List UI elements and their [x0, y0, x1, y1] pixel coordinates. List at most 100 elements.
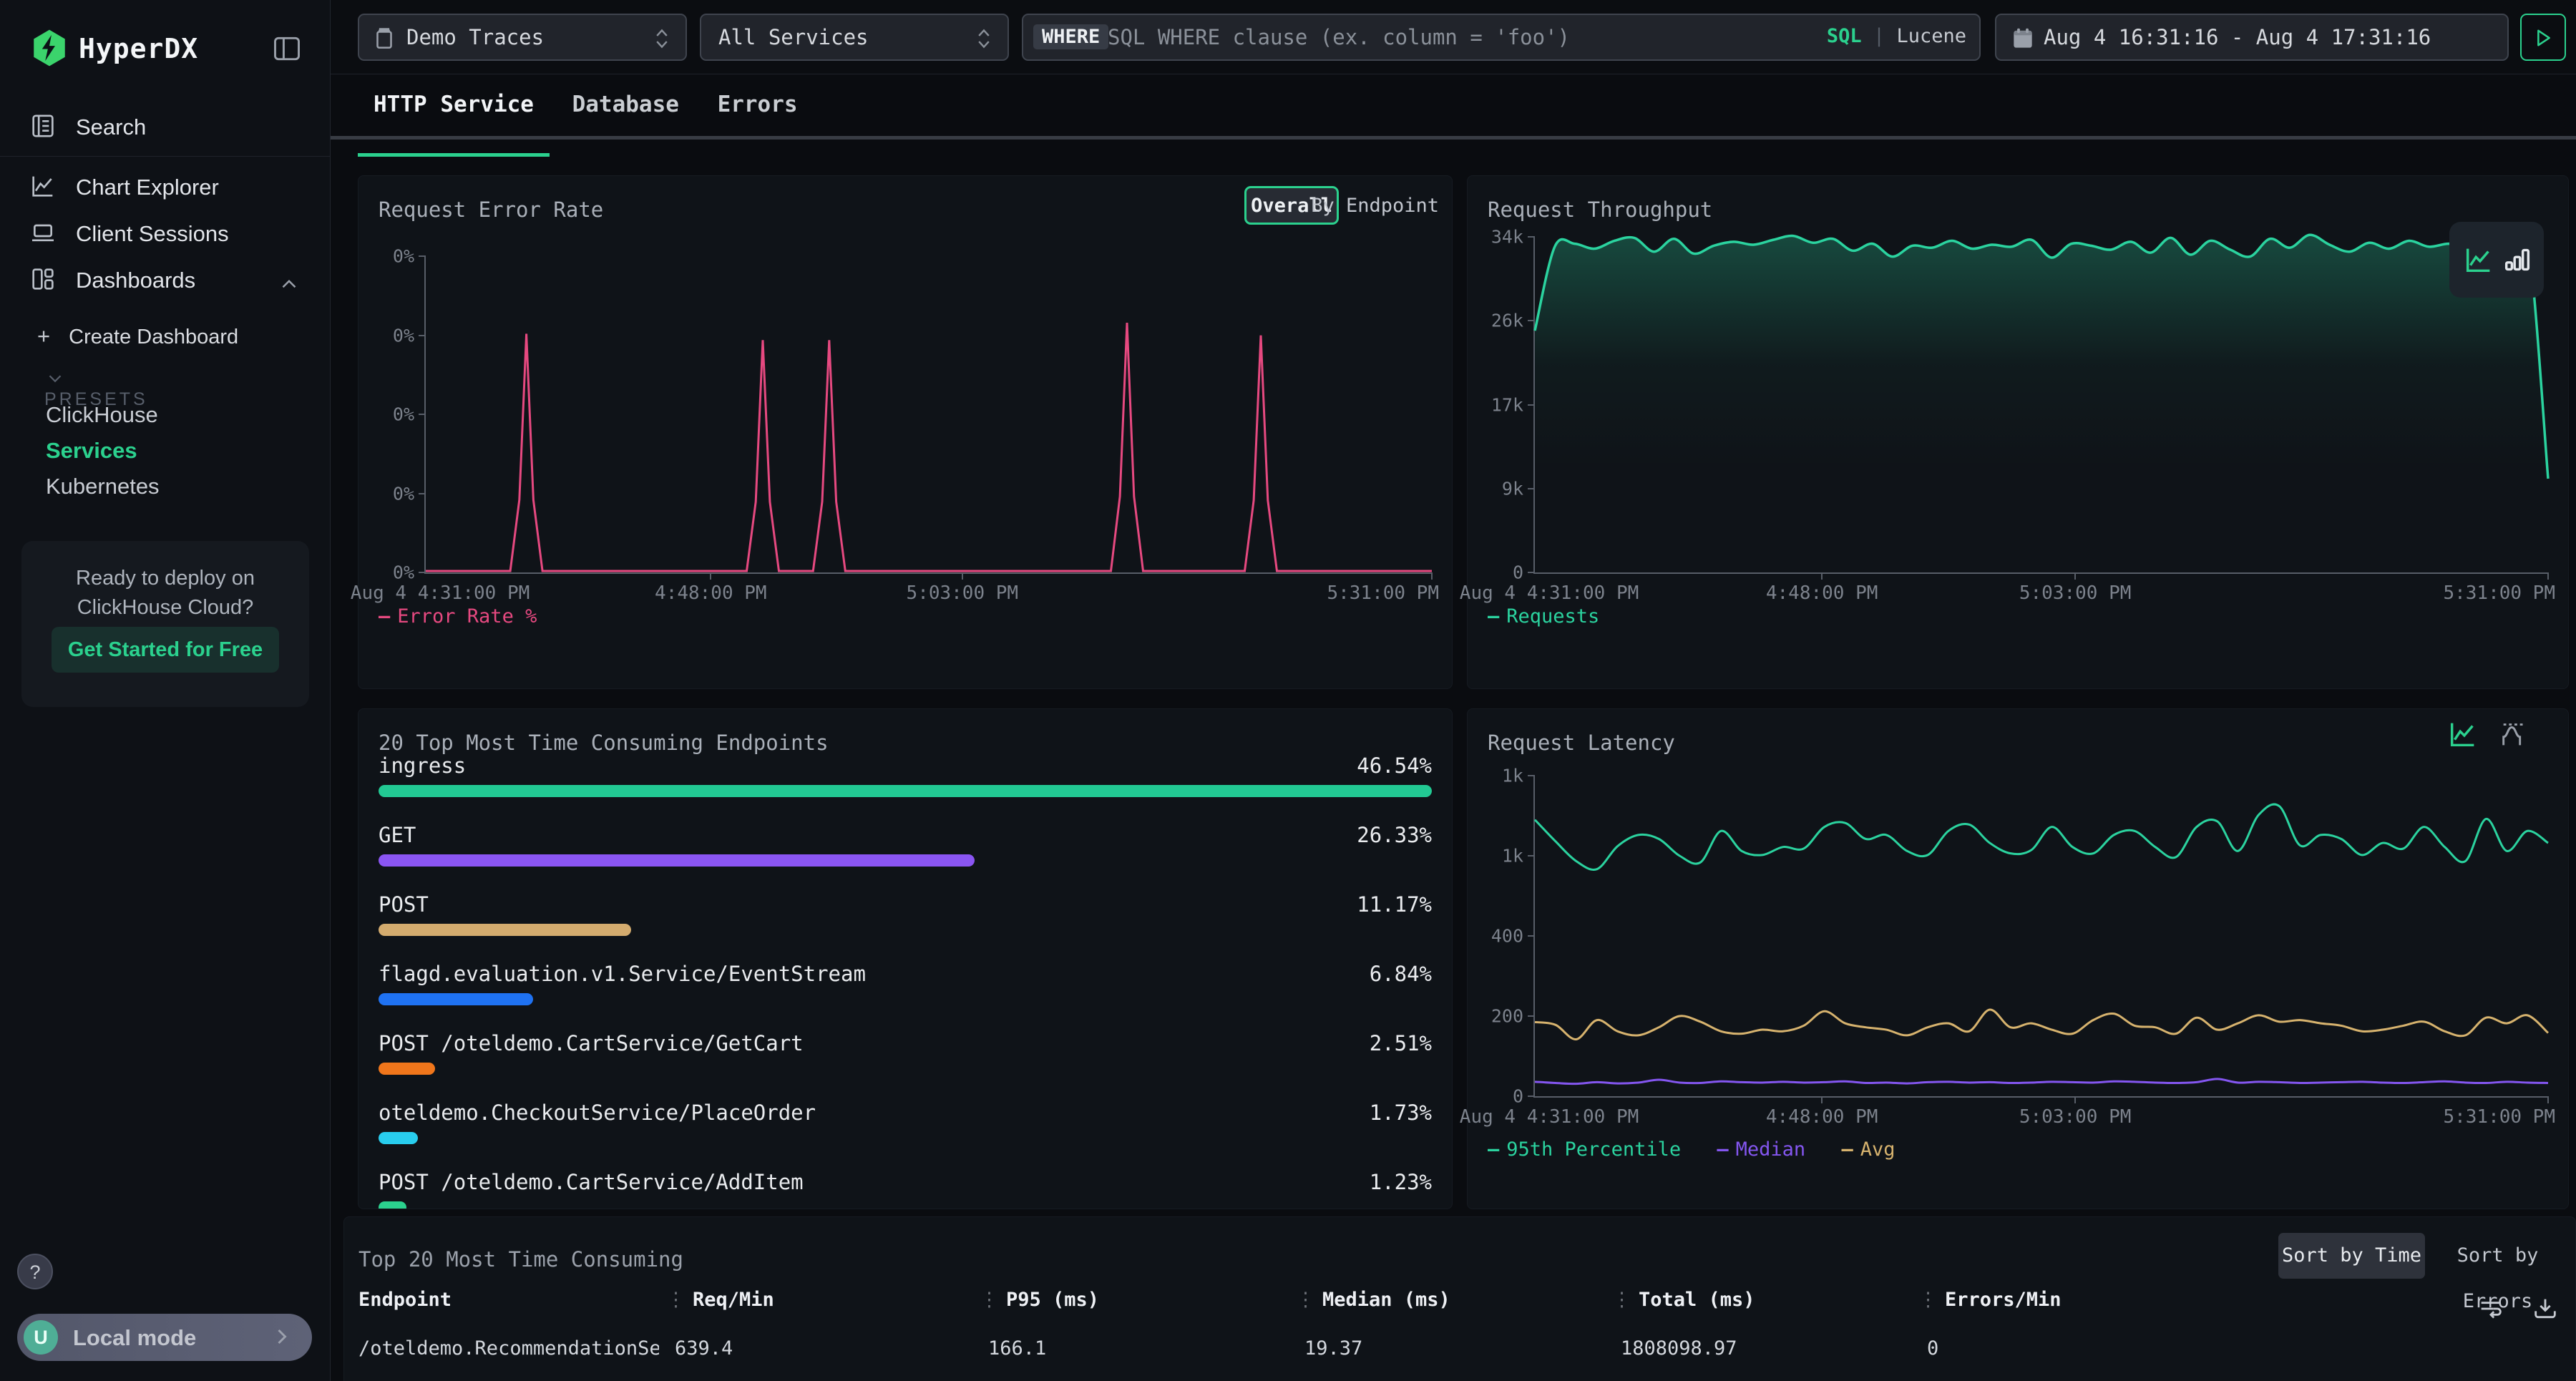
- chevron-right-icon: [269, 1324, 295, 1350]
- get-started-button[interactable]: Get Started for Free: [52, 627, 279, 673]
- column-grip-icon[interactable]: ⋮: [666, 1289, 686, 1311]
- line-chart-icon[interactable]: [2446, 718, 2479, 751]
- create-dashboard-button[interactable]: + Create Dashboard: [37, 323, 239, 348]
- query-language-toggle: SQL | Lucene: [1826, 25, 1966, 47]
- sidebar-item-chart-explorer[interactable]: Chart Explorer: [0, 166, 330, 208]
- y-axis-tick: [1528, 855, 1535, 857]
- endpoint-percentage: 1.73%: [1369, 1101, 1432, 1125]
- latency-plot: 1k 1k 400 200 0 Aug 4 4:31:00 PM 4:48:00 PM 5:0…: [1460, 766, 2555, 1128]
- x-axis-tick: [1821, 572, 1823, 580]
- endpoint-list-item[interactable]: ingress 46.54%: [379, 753, 1432, 823]
- column-grip-icon[interactable]: ⋮: [1612, 1289, 1631, 1311]
- user-menu[interactable]: U Local mode: [17, 1314, 312, 1361]
- tab-http-service[interactable]: HTTP Service: [358, 92, 550, 157]
- help-button[interactable]: ?: [17, 1254, 53, 1289]
- sidebar-preset-kubernetes[interactable]: Kubernetes: [46, 474, 160, 499]
- table-header-row: Endpoint ⋮ Req/Min ⋮ P95 (ms) ⋮ Median (ms) ⋮ To…: [344, 1289, 2575, 1326]
- table-header-cell[interactable]: Endpoint: [358, 1289, 452, 1311]
- sort-by-errors-button[interactable]: Sort by Errors: [2457, 1244, 2539, 1312]
- endpoint-list-item[interactable]: oteldemo.CheckoutService/PlaceOrder 1.73%: [379, 1101, 1432, 1170]
- column-grip-icon[interactable]: ⋮: [980, 1289, 999, 1311]
- sidebar-divider: [0, 156, 330, 157]
- tab-database[interactable]: Database: [572, 92, 679, 117]
- date-range-picker[interactable]: Aug 4 16:31:16 - Aug 4 17:31:16: [1995, 14, 2509, 61]
- sidebar-preset-clickhouse[interactable]: ClickHouse: [46, 402, 158, 427]
- endpoint-percentage: 11.17%: [1357, 892, 1432, 917]
- top-endpoints-card: 20 Top Most Time Consuming Endpoints ing…: [358, 708, 1453, 1209]
- sidebar-collapse-icon[interactable]: [271, 33, 303, 64]
- endpoint-label: POST: [379, 892, 429, 917]
- endpoint-list-item[interactable]: POST /oteldemo.CartService/AddItem 1.23%: [379, 1170, 1432, 1209]
- y-axis-tick: [1528, 404, 1535, 406]
- endpoint-list-item[interactable]: POST /oteldemo.CartService/GetCart 2.51%: [379, 1031, 1432, 1101]
- y-axis-tick-label: 26k: [1491, 310, 1523, 331]
- x-axis-tick-label: 5:31:00 PM: [2443, 1106, 2555, 1128]
- by-endpoint-toggle-button[interactable]: By Endpoint: [1311, 195, 1439, 217]
- x-axis-tick-label: 4:48:00 PM: [1765, 582, 1878, 604]
- sidebar-item-label: Chart Explorer: [76, 175, 219, 200]
- endpoint-label: POST /oteldemo.CartService/AddItem: [379, 1170, 804, 1194]
- table-header-cell[interactable]: ⋮ Median (ms): [1296, 1289, 1450, 1311]
- endpoint-list-item[interactable]: POST 11.17%: [379, 892, 1432, 962]
- overall-toggle-button[interactable]: Overall: [1244, 186, 1339, 225]
- endpoint-list-item[interactable]: flagd.evaluation.v1.Service/EventStream 6…: [379, 962, 1432, 1031]
- y-axis-tick: [419, 492, 426, 494]
- throughput-legend: — Requests: [1488, 605, 1600, 628]
- x-axis-tick-label: 5:31:00 PM: [2443, 582, 2555, 604]
- endpoint-list-item[interactable]: GET 26.33%: [379, 823, 1432, 892]
- wrap-lines-icon[interactable]: [2477, 1294, 2505, 1323]
- table-header-cell[interactable]: ⋮ Errors/Min: [1918, 1289, 2062, 1311]
- y-axis-tick: [1528, 320, 1535, 322]
- table-header-cell[interactable]: ⋮ P95 (ms): [980, 1289, 1100, 1311]
- where-search-box[interactable]: WHERE SQL | Lucene: [1022, 14, 1981, 61]
- table-header-cell[interactable]: ⋮ Req/Min: [666, 1289, 774, 1311]
- y-axis-tick-label: 1k: [1501, 845, 1523, 867]
- chevron-up-icon[interactable]: [277, 272, 301, 296]
- x-axis-tick-label: Aug 4 4:31:00 PM: [1459, 1106, 1639, 1128]
- sidebar-item-search[interactable]: Search: [0, 106, 330, 147]
- where-chip: WHERE: [1033, 24, 1109, 49]
- sidebar-item-client-sessions[interactable]: Client Sessions: [0, 213, 330, 254]
- sort-by-time-button[interactable]: Sort by Time: [2278, 1233, 2425, 1279]
- sql-mode-button[interactable]: SQL: [1826, 25, 1862, 47]
- hyperdx-logo-icon: [29, 27, 70, 69]
- select-chevrons-icon: [650, 25, 674, 52]
- line-chart-icon[interactable]: [2462, 243, 2495, 276]
- table-row[interactable]: /oteldemo.RecommendationServ 639.4 166.1 19…: [344, 1337, 2575, 1376]
- y-axis-tick-label: 17k: [1491, 394, 1523, 415]
- table-header-cell[interactable]: ⋮ Total (ms): [1612, 1289, 1755, 1311]
- endpoint-bar: [379, 993, 534, 1005]
- y-axis-tick-label: 1k: [1501, 765, 1523, 786]
- y-axis-tick: [1528, 1015, 1535, 1017]
- presets-toggle[interactable]: PRESETS: [44, 368, 148, 409]
- y-axis-tick: [419, 572, 426, 573]
- card-title: Request Throughput: [1488, 197, 1713, 222]
- histogram-icon[interactable]: [2498, 718, 2531, 751]
- lucene-mode-button[interactable]: Lucene: [1896, 25, 1966, 47]
- y-axis-tick: [1528, 572, 1535, 573]
- endpoint-percentage: 6.84%: [1369, 962, 1432, 986]
- endpoint-percentage: 46.54%: [1357, 753, 1432, 778]
- table-toolbar: [2458, 1294, 2560, 1323]
- card-title: 20 Top Most Time Consuming Endpoints: [379, 731, 829, 755]
- source-select[interactable]: Demo Traces: [358, 14, 687, 61]
- plus-icon: +: [37, 323, 51, 348]
- download-icon[interactable]: [2531, 1294, 2560, 1323]
- search-input[interactable]: [1108, 15, 1694, 59]
- sidebar-preset-services[interactable]: Services: [46, 438, 137, 463]
- tab-errors[interactable]: Errors: [717, 92, 798, 117]
- latency-legend: —95th Percentile — Median — Avg: [1488, 1138, 1896, 1161]
- bar-chart-icon[interactable]: [2501, 243, 2534, 276]
- tabs-underline: [331, 136, 2576, 140]
- endpoint-label: flagd.evaluation.v1.Service/EventStream: [379, 962, 866, 986]
- run-query-button[interactable]: [2520, 14, 2566, 61]
- table-title: Top 20 Most Time Consuming: [358, 1247, 683, 1272]
- table-cell: /oteldemo.RecommendationServ: [358, 1337, 659, 1360]
- endpoint-bar: [379, 1201, 406, 1209]
- column-grip-icon[interactable]: ⋮: [1918, 1289, 1938, 1311]
- column-grip-icon[interactable]: ⋮: [1296, 1289, 1315, 1311]
- promo-text-line2: ClickHouse Cloud?: [77, 596, 254, 619]
- service-select[interactable]: All Services: [700, 14, 1009, 61]
- sidebar-item-dashboards[interactable]: Dashboards: [0, 259, 330, 301]
- y-axis-tick: [1528, 775, 1535, 776]
